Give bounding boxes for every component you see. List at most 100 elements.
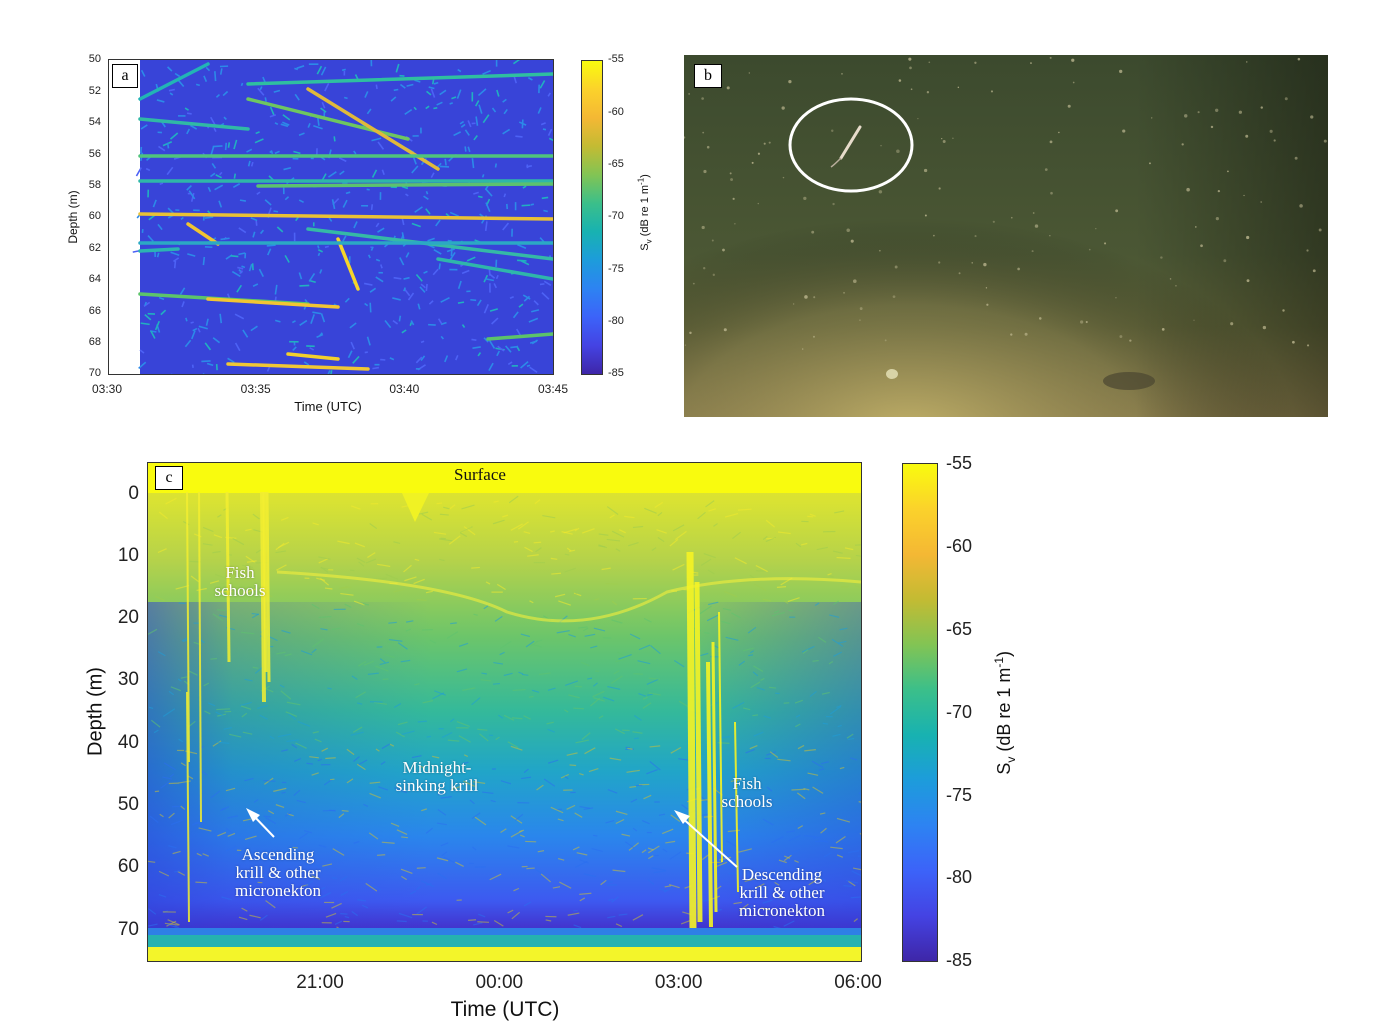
c-ytick-6: 60 — [117, 856, 139, 878]
scatter-mark — [594, 598, 600, 601]
particle — [1195, 226, 1197, 228]
echo-speck — [375, 84, 378, 90]
c-xtick-1: 00:00 — [475, 972, 524, 993]
scatter-mark — [317, 758, 323, 762]
echo-speck — [369, 287, 377, 293]
c-ytick-4: 40 — [117, 731, 139, 753]
scatter-mark — [394, 787, 408, 794]
echo-speck — [259, 86, 263, 91]
scatter-mark — [568, 633, 576, 638]
scatter-mark — [593, 627, 606, 632]
scatter-mark — [706, 614, 720, 622]
scatter-mark — [217, 831, 227, 837]
scatter-mark — [755, 883, 765, 889]
scatter-mark — [829, 575, 834, 578]
scatter-mark — [358, 561, 365, 567]
scatter-mark — [299, 832, 308, 840]
scatter-mark — [559, 881, 572, 889]
scatter-mark — [195, 881, 208, 884]
echo-speck — [427, 237, 435, 242]
scatter-mark — [418, 511, 429, 515]
echo-speck — [521, 204, 531, 207]
particle — [1080, 320, 1084, 324]
scatter-mark — [649, 760, 661, 771]
scatter-mark — [732, 701, 745, 710]
scatter-mark — [538, 672, 551, 676]
echo-speck — [168, 88, 175, 92]
echo-speck — [510, 345, 519, 349]
scatter-mark — [618, 529, 626, 534]
particle — [1260, 201, 1263, 203]
a-ytick-4: 58 — [88, 179, 101, 191]
particle — [957, 86, 960, 89]
particle — [958, 272, 961, 275]
echo-speck — [484, 188, 493, 197]
scatter-mark — [618, 913, 628, 916]
scatter-mark — [637, 660, 651, 665]
scatter-mark — [460, 532, 468, 538]
scatter-mark — [762, 535, 768, 540]
scatter-mark — [839, 627, 848, 631]
echo-speck — [432, 268, 439, 276]
scatter-mark — [223, 726, 233, 730]
scatter-mark — [322, 809, 336, 812]
echo-speck — [149, 330, 157, 333]
scatter-mark — [352, 726, 363, 733]
scatter-mark — [858, 801, 861, 803]
echo-speck — [292, 346, 297, 352]
echo-speck — [283, 166, 292, 171]
echo-speck — [159, 182, 164, 186]
echo-speck — [239, 199, 247, 202]
scatter-mark — [440, 842, 449, 847]
scatter-mark — [397, 642, 408, 650]
particle — [1310, 115, 1314, 119]
scatter-mark — [829, 614, 840, 618]
a-ytick-2: 54 — [88, 116, 101, 129]
a-xtick-0: 03:30 — [91, 382, 123, 396]
scatter-mark — [400, 868, 413, 875]
scatter-mark — [309, 756, 319, 759]
echo-speck — [531, 309, 540, 313]
echo-speck — [425, 208, 431, 215]
fish-track — [138, 247, 180, 253]
scatter-mark — [540, 873, 551, 883]
particle — [1246, 61, 1248, 63]
echo-speck — [264, 199, 272, 206]
scatter-mark — [643, 617, 652, 623]
scatter-mark — [550, 530, 555, 533]
particle — [1227, 170, 1229, 173]
echo-speck — [481, 174, 485, 178]
particle — [757, 202, 759, 205]
echo-speck — [258, 268, 264, 278]
scatter-mark — [469, 799, 475, 805]
scatter-mark — [389, 743, 395, 747]
echo-speck — [352, 355, 360, 364]
scatter-mark — [812, 786, 824, 794]
particle — [703, 169, 707, 174]
echo-speck — [252, 283, 259, 287]
echo-speck — [411, 222, 421, 228]
echo-speck — [320, 313, 326, 323]
particle — [1122, 129, 1126, 133]
echo-speck — [156, 99, 165, 103]
c-ytick-7: 70 — [117, 918, 139, 940]
echo-speck — [282, 114, 291, 121]
scatter-mark — [318, 615, 332, 619]
scatter-mark — [784, 855, 791, 859]
echo-speck — [313, 125, 323, 130]
scatter-mark — [707, 569, 715, 575]
scatter-mark — [338, 813, 345, 819]
echo-speck — [227, 142, 231, 148]
echo-speck — [430, 172, 435, 178]
scatter-mark — [477, 921, 490, 923]
scatter-mark — [349, 569, 355, 572]
scatter-mark — [447, 739, 460, 742]
echo-speck — [174, 72, 181, 78]
particle — [701, 225, 705, 230]
particle — [706, 145, 710, 149]
scatter-mark — [535, 547, 542, 553]
echo-speck — [526, 364, 531, 367]
echo-speck — [413, 157, 417, 165]
echo-speck — [169, 92, 174, 96]
echo-speck — [370, 246, 374, 251]
